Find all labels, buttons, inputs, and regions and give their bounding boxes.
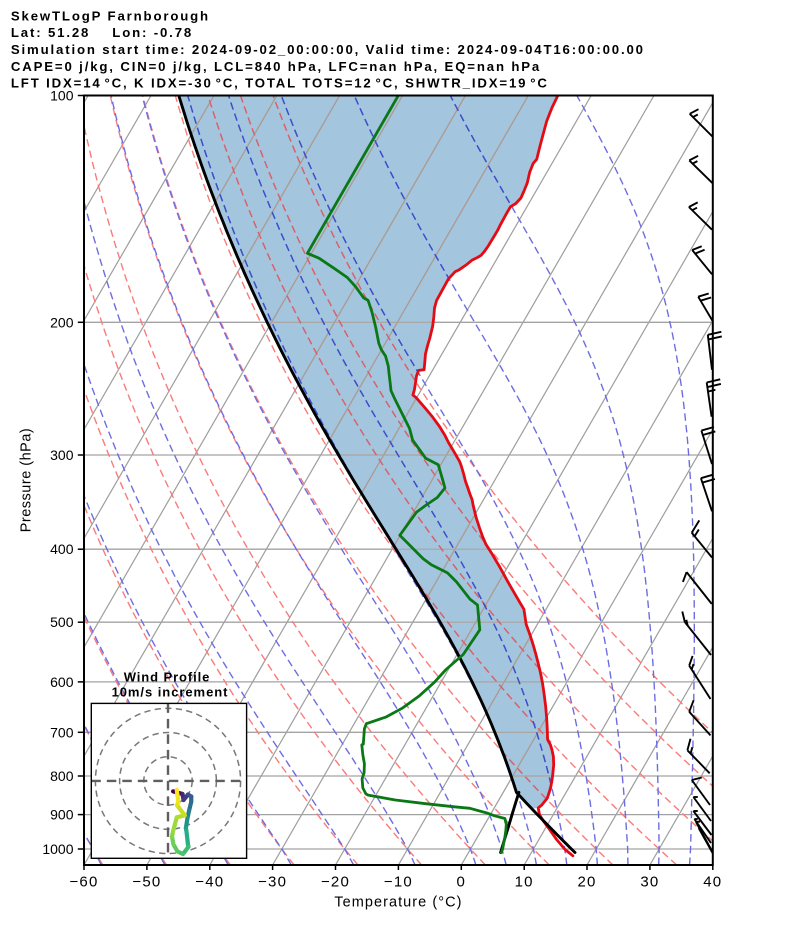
- svg-text:−20: −20: [321, 874, 350, 891]
- svg-text:Temperature (°C): Temperature (°C): [334, 895, 462, 911]
- svg-text:30: 30: [640, 874, 659, 891]
- svg-text:Pressure (hPa): Pressure (hPa): [19, 428, 35, 533]
- svg-text:Wind Profile: Wind Profile: [124, 670, 211, 685]
- svg-text:700: 700: [50, 724, 74, 740]
- svg-text:300: 300: [50, 447, 74, 463]
- svg-text:10: 10: [515, 874, 534, 891]
- svg-text:SkewTLogP Farnborough: SkewTLogP Farnborough: [11, 8, 210, 23]
- svg-text:600: 600: [50, 674, 74, 690]
- svg-text:LFT IDX=14 °C, K IDX=-30 °C, T: LFT IDX=14 °C, K IDX=-30 °C, TOTAL TOTS=…: [11, 76, 549, 91]
- svg-text:−30: −30: [258, 874, 287, 891]
- svg-text:1000: 1000: [42, 841, 73, 857]
- svg-text:100: 100: [50, 88, 74, 104]
- svg-text:0: 0: [457, 874, 467, 891]
- svg-text:20: 20: [577, 874, 596, 891]
- svg-text:10m/s increment: 10m/s increment: [112, 685, 229, 700]
- svg-text:−60: −60: [69, 874, 98, 891]
- svg-text:400: 400: [50, 541, 74, 557]
- svg-text:Simulation start time: 2024-09: Simulation start time: 2024-09-02_00:00:…: [11, 42, 645, 57]
- svg-text:500: 500: [50, 614, 74, 630]
- svg-text:900: 900: [50, 807, 74, 823]
- svg-text:Lat: 51.28 Lon: -0.78: Lat: 51.28 Lon: -0.78: [11, 25, 193, 40]
- svg-text:40: 40: [703, 874, 722, 891]
- svg-text:−40: −40: [195, 874, 224, 891]
- svg-text:−10: −10: [384, 874, 413, 891]
- svg-text:−50: −50: [132, 874, 161, 891]
- svg-text:CAPE=0 j/kg, CIN=0 j/kg, LCL=8: CAPE=0 j/kg, CIN=0 j/kg, LCL=840 hPa, LF…: [11, 59, 541, 74]
- svg-text:200: 200: [50, 314, 74, 330]
- svg-text:800: 800: [50, 768, 74, 784]
